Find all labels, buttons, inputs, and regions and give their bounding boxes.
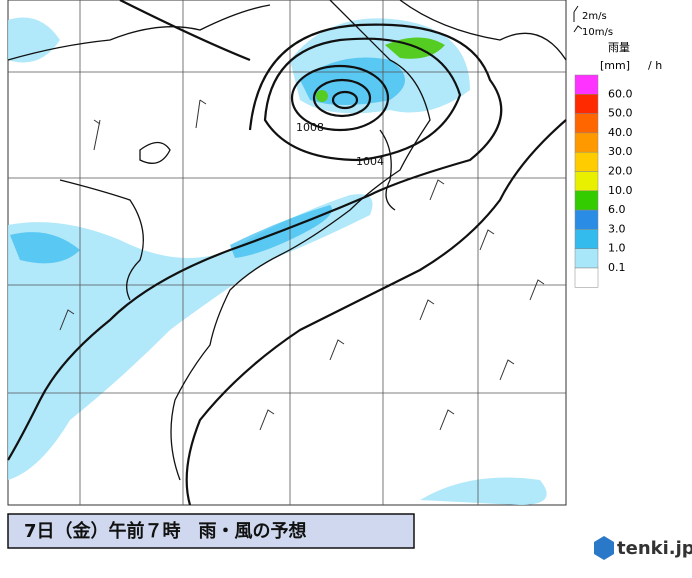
- level-label: 1.0: [608, 242, 626, 255]
- rain-unit: / h: [648, 59, 662, 72]
- rain-unit: [mm]: [600, 59, 630, 72]
- color-swatch: [574, 267, 599, 288]
- map: 1008 1004: [7, 0, 567, 506]
- isobar-label: 1004: [356, 155, 384, 168]
- color-swatch: [574, 248, 599, 269]
- wind-scale-label: 10m/s: [582, 27, 613, 38]
- caption: 7日（金）午前７時 雨・風の予想: [7, 513, 415, 549]
- wind-scale-label: 2m/s: [582, 11, 607, 22]
- logo-text: tenki.jp: [617, 538, 692, 559]
- color-swatch: [574, 94, 599, 114]
- level-label: 0.1: [608, 261, 626, 274]
- color-swatch: [574, 151, 599, 172]
- legend: 2m/s 10m/s 雨量 [mm] / h 60.0 50.0 40.0 30.0 2…: [573, 5, 662, 288]
- color-swatch: [574, 74, 599, 95]
- level-label: 10.0: [608, 184, 633, 197]
- level-label: 50.0: [608, 107, 633, 120]
- color-swatch: [574, 209, 599, 230]
- color-swatch: [574, 229, 599, 249]
- level-label: 30.0: [608, 145, 633, 158]
- rain-title: 雨量: [608, 41, 630, 54]
- color-swatch: [574, 171, 599, 192]
- color-swatch: [574, 132, 599, 153]
- color-swatch: [574, 190, 599, 211]
- level-label: 3.0: [608, 222, 626, 235]
- level-label: 60.0: [608, 87, 633, 100]
- level-label: 20.0: [608, 165, 633, 178]
- level-label: 6.0: [608, 203, 626, 216]
- color-swatch: [574, 113, 599, 134]
- isobar-label: 1008: [296, 121, 324, 134]
- logo: tenki.jp: [594, 536, 692, 560]
- level-label: 40.0: [608, 126, 633, 139]
- caption-text: 7日（金）午前７時 雨・風の予想: [24, 520, 307, 542]
